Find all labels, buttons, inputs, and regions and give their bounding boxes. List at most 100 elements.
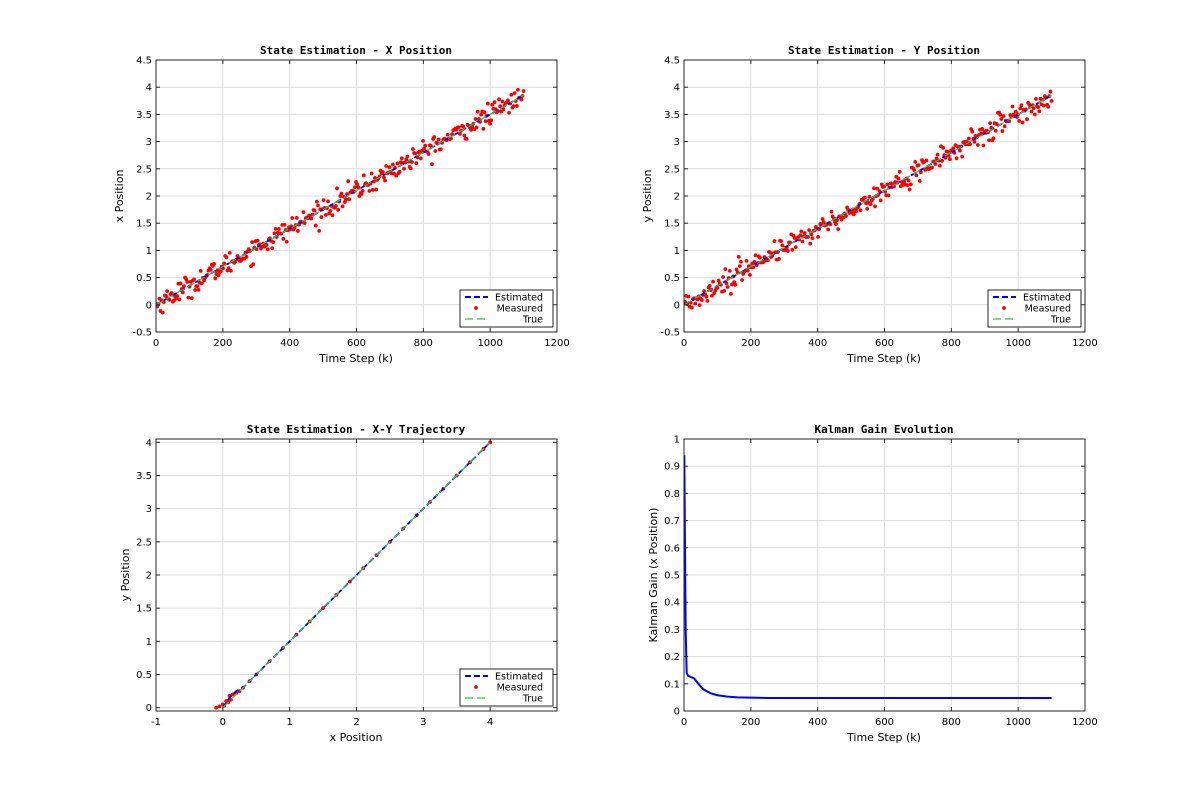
data-point-measured xyxy=(917,179,922,183)
data-point-measured xyxy=(313,223,318,228)
data-point-measured xyxy=(981,143,986,148)
data-point-measured xyxy=(516,87,520,92)
data-point-measured xyxy=(309,216,314,221)
data-point-measured xyxy=(317,228,322,233)
data-point-measured xyxy=(250,240,254,245)
data-point-measured xyxy=(167,297,172,302)
data-point-measured xyxy=(689,305,694,310)
legend-swatch-measured xyxy=(1002,306,1006,310)
x-axis-label: Time Step (k) xyxy=(846,731,921,744)
data-point-measured xyxy=(987,138,991,143)
data-point-measured xyxy=(475,109,480,114)
data-point-measured xyxy=(384,164,389,168)
data-point-measured xyxy=(469,127,473,132)
data-point-measured xyxy=(433,149,438,153)
data-point-measured xyxy=(697,303,702,308)
plot-content xyxy=(214,440,493,710)
data-point-measured xyxy=(271,240,276,245)
x-tick-label: 4 xyxy=(487,717,493,728)
data-point-measured xyxy=(779,239,784,243)
data-point-measured xyxy=(413,151,418,156)
data-point-measured xyxy=(758,255,762,260)
data-point-measured xyxy=(464,137,469,141)
data-point-measured xyxy=(960,154,965,159)
data-point-measured xyxy=(273,226,278,231)
data-point-measured xyxy=(521,89,526,93)
x-tick-label: 1 xyxy=(286,717,292,728)
x-tick-label: 200 xyxy=(213,338,232,349)
data-point-measured xyxy=(802,231,807,235)
data-point-measured xyxy=(402,166,406,171)
legend-label: True xyxy=(522,314,543,325)
data-point-measured xyxy=(244,254,249,259)
data-point-measured xyxy=(729,291,733,296)
x-axis-label: Time Step (k) xyxy=(846,352,921,365)
data-point-measured xyxy=(418,156,423,161)
data-point-measured xyxy=(277,227,281,231)
data-point-measured xyxy=(873,204,877,209)
data-point-measured xyxy=(858,208,863,213)
y-tick-label: 0.3 xyxy=(664,625,680,636)
data-point-measured xyxy=(195,284,200,289)
data-point-measured xyxy=(461,124,466,129)
y-tick-label: 1 xyxy=(146,637,152,648)
data-point-measured xyxy=(854,209,858,214)
data-point-measured xyxy=(314,199,319,204)
data-point-measured xyxy=(999,117,1004,121)
data-point-measured xyxy=(1017,118,1022,123)
data-point-measured xyxy=(222,261,227,266)
data-point-measured xyxy=(202,278,206,283)
data-point-measured xyxy=(820,217,825,221)
x-tick-label: -1 xyxy=(151,717,161,728)
data-point-measured xyxy=(473,117,478,121)
data-point-measured xyxy=(951,146,956,151)
data-point-measured xyxy=(1046,104,1051,109)
data-point-measured xyxy=(432,135,437,139)
data-point-measured xyxy=(390,162,395,167)
data-point-measured xyxy=(490,102,495,107)
data-point-measured xyxy=(489,118,494,123)
data-point-measured xyxy=(224,255,229,260)
data-point-measured xyxy=(367,188,372,193)
data-point-measured xyxy=(319,215,324,219)
data-point-measured xyxy=(281,236,286,241)
data-point-measured xyxy=(439,147,443,152)
data-point-measured xyxy=(177,297,182,302)
data-point-measured xyxy=(933,162,938,166)
data-point-measured xyxy=(270,246,275,251)
x-tick-label: 600 xyxy=(875,338,894,349)
data-point-measured xyxy=(868,202,873,206)
data-point-measured xyxy=(908,182,913,187)
data-point-measured xyxy=(885,182,890,187)
y-tick-label: 3 xyxy=(146,137,152,148)
y-tick-label: 0 xyxy=(674,300,680,311)
data-point-measured xyxy=(488,121,492,126)
data-point-measured xyxy=(954,156,959,161)
y-tick-label: 0.1 xyxy=(664,679,680,690)
data-point-measured xyxy=(178,281,183,286)
data-point-measured xyxy=(192,277,196,282)
data-point-measured xyxy=(1001,114,1006,118)
data-point-measured xyxy=(940,158,944,163)
data-point-measured xyxy=(836,227,841,232)
data-point-measured xyxy=(312,208,317,213)
data-point-measured xyxy=(387,165,392,169)
data-point-measured xyxy=(226,266,231,271)
data-point-measured xyxy=(945,149,950,154)
data-point-measured xyxy=(511,104,516,109)
data-point-measured xyxy=(519,97,524,102)
data-point-measured xyxy=(382,175,386,180)
data-point-measured xyxy=(352,185,357,190)
y-tick-label: 4.5 xyxy=(664,56,680,67)
data-point-measured xyxy=(445,132,450,137)
data-point-measured xyxy=(924,158,929,163)
data-point-measured xyxy=(321,198,326,203)
data-point-measured xyxy=(217,704,222,709)
x-tick-label: 400 xyxy=(808,717,827,728)
y-tick-label: 0.5 xyxy=(664,571,680,582)
legend-swatch-measured xyxy=(474,306,478,310)
data-point-measured xyxy=(914,173,919,178)
y-tick-label: 4 xyxy=(146,438,152,449)
data-point-measured xyxy=(799,229,804,234)
data-point-measured xyxy=(344,197,348,202)
